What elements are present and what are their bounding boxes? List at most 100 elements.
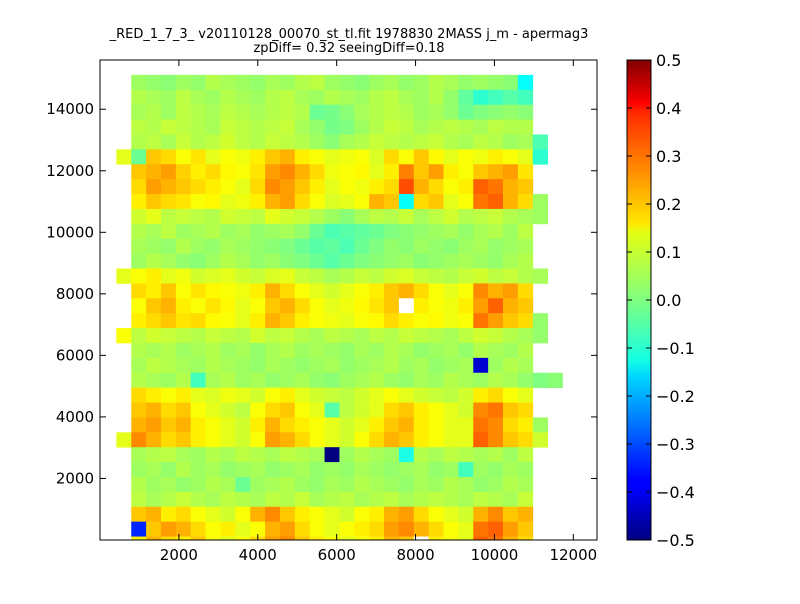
heatmap-cell bbox=[265, 223, 281, 240]
heatmap-cell bbox=[265, 104, 281, 120]
heatmap-cell bbox=[428, 372, 444, 389]
heatmap-cell bbox=[294, 447, 311, 463]
heatmap-cell bbox=[443, 74, 459, 91]
heatmap-cell bbox=[503, 298, 519, 314]
heatmap-cell bbox=[384, 283, 400, 299]
heatmap-cell bbox=[532, 149, 549, 165]
heatmap-cell bbox=[339, 223, 355, 240]
heatmap-cell bbox=[294, 134, 311, 150]
heatmap-cell bbox=[160, 506, 177, 523]
heatmap-cell bbox=[279, 89, 296, 106]
heatmap-cell bbox=[384, 74, 400, 91]
heatmap-cell bbox=[131, 149, 147, 165]
heatmap-cell bbox=[324, 313, 340, 329]
heatmap-cell bbox=[517, 149, 534, 165]
heatmap-cell bbox=[265, 506, 281, 523]
heatmap-cell bbox=[309, 342, 325, 359]
heatmap-cell bbox=[458, 387, 474, 403]
heatmap-cell bbox=[503, 223, 519, 240]
heatmap-cell bbox=[235, 491, 251, 508]
heatmap-cell bbox=[384, 387, 400, 403]
y-tick-label: 8000 bbox=[56, 285, 94, 303]
heatmap-cell bbox=[324, 238, 340, 254]
heatmap-cell bbox=[458, 149, 474, 165]
heatmap-cell bbox=[473, 447, 489, 463]
heatmap-cell bbox=[250, 521, 266, 537]
heatmap-cell bbox=[235, 476, 251, 493]
heatmap-cell bbox=[235, 238, 251, 254]
heatmap-cell bbox=[205, 402, 221, 418]
heatmap-cell bbox=[369, 238, 385, 254]
heatmap-cell bbox=[517, 521, 534, 537]
heatmap-cell bbox=[250, 372, 266, 389]
heatmap-cell bbox=[354, 357, 370, 374]
heatmap-cell bbox=[339, 104, 355, 120]
heatmap-cell bbox=[131, 238, 147, 254]
heatmap-cell bbox=[265, 372, 281, 389]
heatmap-cell bbox=[517, 536, 534, 541]
heatmap-cell bbox=[146, 387, 162, 403]
heatmap-cell bbox=[413, 119, 430, 135]
heatmap-cell bbox=[294, 89, 311, 106]
heatmap-cell bbox=[517, 328, 534, 344]
heatmap-cell bbox=[398, 372, 415, 389]
heatmap-cell bbox=[265, 402, 281, 418]
heatmap-cell bbox=[220, 89, 236, 106]
heatmap-cell bbox=[294, 283, 311, 299]
heatmap-cell bbox=[220, 521, 236, 537]
heatmap-cell bbox=[220, 119, 236, 135]
heatmap-cell bbox=[175, 74, 192, 91]
heatmap-cell bbox=[160, 447, 177, 463]
heatmap-cell bbox=[488, 208, 504, 225]
heatmap-cell bbox=[443, 342, 459, 359]
heatmap-cell bbox=[235, 536, 251, 541]
heatmap-cell bbox=[309, 194, 325, 210]
heatmap-cell bbox=[428, 357, 444, 374]
heatmap-cell bbox=[205, 328, 221, 344]
heatmap-cell bbox=[488, 194, 504, 210]
heatmap-cell bbox=[413, 253, 430, 269]
heatmap-cell bbox=[488, 506, 504, 523]
heatmap-cell bbox=[250, 432, 266, 448]
heatmap-cell bbox=[458, 134, 474, 150]
heatmap-cell bbox=[473, 372, 489, 389]
heatmap-cell bbox=[190, 134, 206, 150]
heatmap-cell bbox=[369, 283, 385, 299]
heatmap-cell bbox=[294, 253, 311, 269]
heatmap-cell bbox=[279, 74, 296, 91]
heatmap-cell bbox=[428, 536, 444, 541]
heatmap-cell bbox=[354, 179, 370, 195]
heatmap-cell bbox=[309, 298, 325, 314]
heatmap-cell bbox=[517, 476, 534, 493]
heatmap-cell bbox=[220, 283, 236, 299]
heatmap-cell bbox=[428, 119, 444, 135]
heatmap-cell bbox=[175, 194, 192, 210]
heatmap-cell bbox=[369, 164, 385, 180]
heatmap-cell bbox=[235, 104, 251, 120]
heatmap-cell bbox=[384, 342, 400, 359]
heatmap-cell bbox=[190, 149, 206, 165]
heatmap-cell bbox=[324, 223, 340, 240]
heatmap-cell bbox=[220, 164, 236, 180]
heatmap-cell bbox=[265, 194, 281, 210]
heatmap-cell bbox=[398, 223, 415, 240]
heatmap-cell bbox=[265, 179, 281, 195]
heatmap-cell bbox=[279, 134, 296, 150]
heatmap-cell bbox=[294, 462, 311, 478]
heatmap-cell bbox=[369, 432, 385, 448]
heatmap-cell bbox=[205, 89, 221, 106]
heatmap-cell bbox=[131, 328, 147, 344]
heatmap-cell bbox=[428, 194, 444, 210]
heatmap-cell bbox=[458, 179, 474, 195]
heatmap-cell bbox=[398, 342, 415, 359]
heatmap-cell bbox=[235, 208, 251, 225]
heatmap-cell bbox=[220, 238, 236, 254]
heatmap-cell bbox=[309, 313, 325, 329]
heatmap-cell bbox=[384, 179, 400, 195]
heatmap-cell bbox=[160, 298, 177, 314]
heatmap-cell bbox=[369, 536, 385, 541]
heatmap-cell bbox=[473, 387, 489, 403]
heatmap-cell bbox=[250, 402, 266, 418]
x-tick-label: 2000 bbox=[160, 546, 198, 564]
